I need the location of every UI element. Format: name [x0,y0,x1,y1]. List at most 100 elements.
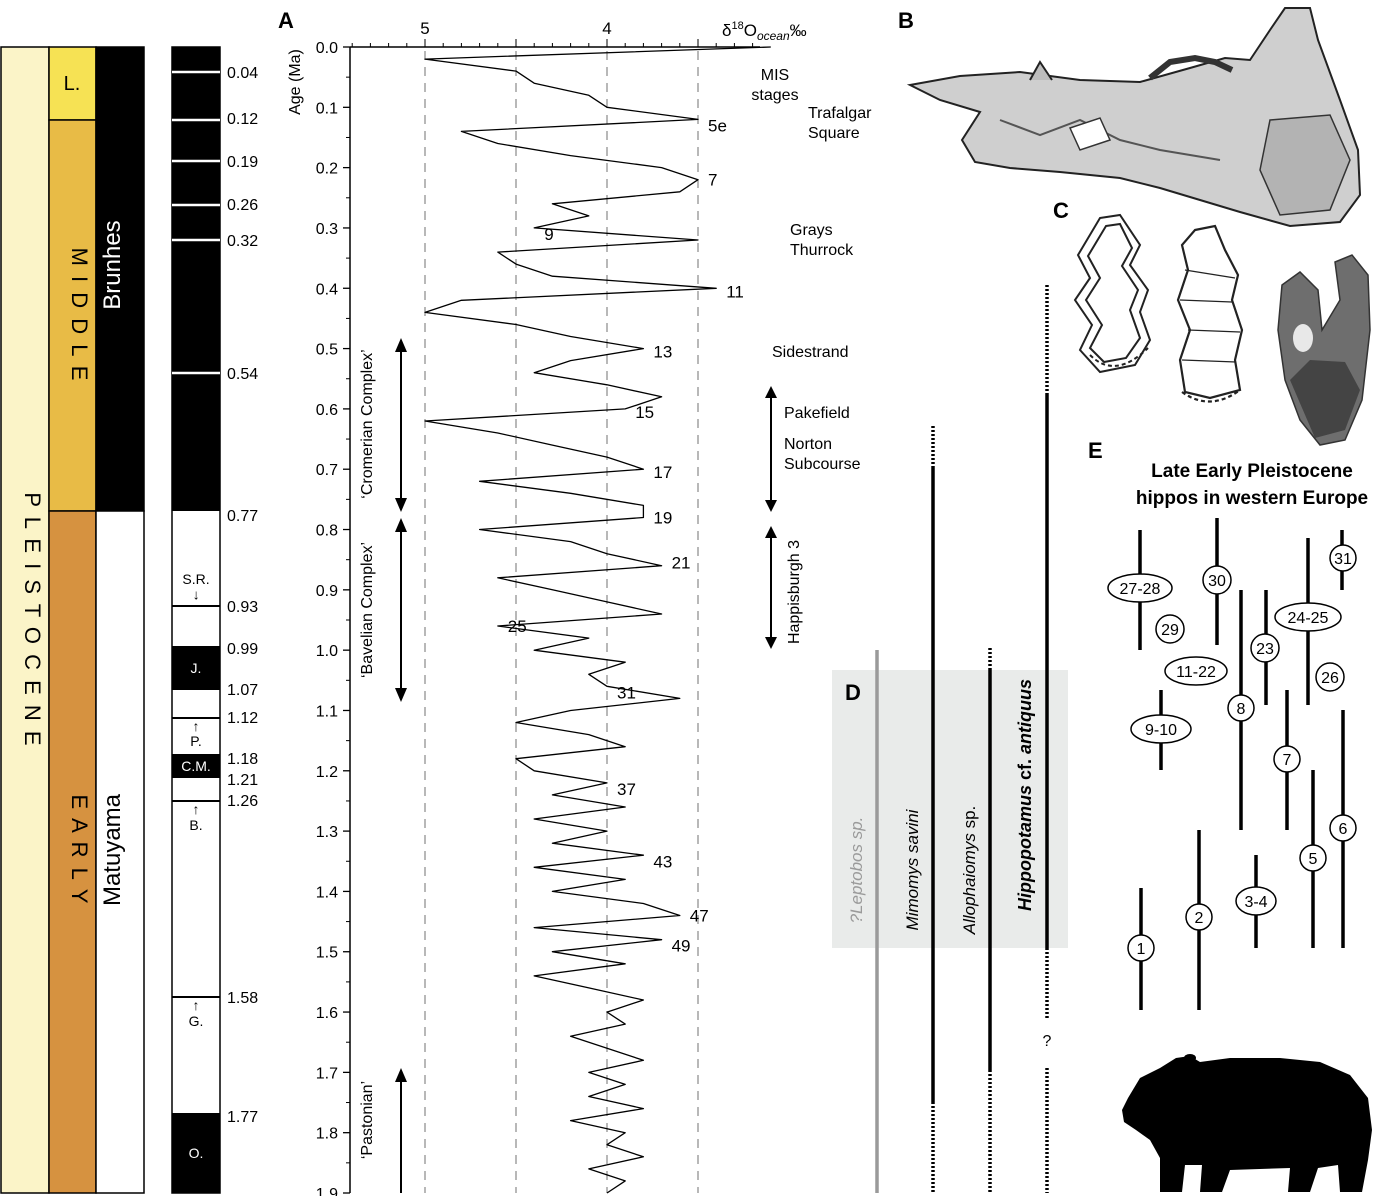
mis-label: 9 [544,225,553,244]
polarity-ages: 0.04 0.12 0.19 0.26 0.32 0.54 0.77 0.93 … [227,65,258,1126]
molar-line-drawing [1176,224,1244,403]
brunhes-label: Brunhes [99,220,126,309]
site-marker [1329,814,1357,842]
bavelian-label: ‘Bavelian Complex’ [359,542,376,678]
y-tick-label: 1.7 [316,1065,338,1082]
age-label: 0.93 [227,599,258,616]
panel-e: E Late Early Pleistocene hippos in weste… [1088,438,1372,1192]
hippo-label: Hippopotamus cf. antiquus [1015,679,1035,911]
mis-label: 37 [617,780,636,799]
age-label: 0.04 [227,65,258,82]
site-marker [1235,886,1277,916]
site-marker [1315,662,1345,692]
site-marker [1299,844,1327,872]
mis-label: 25 [508,617,527,636]
site-number: 31 [1334,551,1352,568]
x-title-unit: ‰ [790,21,807,40]
x-title-delta: δ [722,21,731,40]
site-number: 9-10 [1145,722,1177,739]
panel-c: C [1053,198,1371,446]
y-tick-label: 0.9 [316,583,338,600]
polarity-normal-olduvai [172,1113,220,1193]
x-title-sub: ocean [757,29,790,43]
y-tick-label: 1.5 [316,945,338,962]
event-arrow: ↑ [193,801,200,817]
mimomys-species: savini [903,808,922,853]
site-number: 23 [1256,641,1274,658]
site-marker [1250,633,1280,663]
event-arrow: ↑ [193,997,200,1013]
mis-label: 11 [726,282,744,301]
allophaiomys-label: Allophaiomys sp. [960,806,979,936]
isotope-series-line [424,46,771,1194]
site-number: 26 [1321,670,1339,687]
polarity-normal-brunhes [172,47,220,511]
event-o: O. [189,1145,204,1161]
site-labels: Trafalgar Square Grays Thurrock Sidestra… [772,105,872,644]
site-sidestrand: Sidestrand [772,344,849,361]
late-label: L. [64,73,81,95]
panel-label-c: C [1053,198,1069,223]
event-arrow: ↑ [193,718,200,734]
panel-d: D ?Leptobos sp. Mimomys savini Allophaio… [832,285,1068,1193]
age-label: 1.26 [227,793,258,810]
panel-b: B [898,7,1362,228]
y-tick-label: 0.4 [316,281,338,298]
allophaiomys-genus: Allophaiomys [960,833,979,936]
site-grays: Thurrock [790,242,854,259]
y-tick-label: 1.3 [316,824,338,841]
site-happisburgh: Happisburgh 3 [786,540,803,644]
panel-a: A Age (Ma) δ18Oocean‰ 5 4 0.0 0.1 0.2 0.3 0.4 0… [278,8,872,1196]
mis-label: 19 [653,508,672,527]
y-tick-label: 1.0 [316,643,338,660]
site-number: 30 [1208,573,1226,590]
mis-header-line1: MIS [761,67,789,84]
age-label: 1.07 [227,682,258,699]
cromerian-label: ‘Cromerian Complex’ [359,349,376,498]
y-tick-label: 0.7 [316,462,338,479]
site-number: 27-28 [1120,581,1161,598]
hippo-silhouette [1122,1056,1372,1192]
matuyama-label: Matuyama [99,793,126,906]
hippo-question: ? [1043,1033,1052,1050]
y-tick-label: 0.8 [316,523,338,540]
panel-label-d: D [845,680,861,705]
site-number: 8 [1237,701,1246,718]
site-number: 3-4 [1244,894,1267,911]
site-marker [1227,694,1255,722]
x-axis-title: δ18Oocean‰ [722,20,807,43]
y-tick-label: 1.6 [316,1005,338,1022]
mis-header-line2: stages [751,87,798,104]
site-trafalgar: Square [808,125,860,142]
site-marker [1329,544,1357,572]
site-number: 29 [1161,622,1179,639]
event-arrow: ↑ [193,589,200,605]
age-label: 0.12 [227,111,258,128]
panel-label-a: A [278,8,294,33]
site-markers: 27-28 30 31 29 24-25 23 11-22 26 8 9-10 … [1107,544,1357,962]
site-marker [1130,714,1192,744]
mimomys-label: Mimomys savini [903,808,922,930]
mis-labels: 5e 7 9 11 13 15 17 19 21 25 31 37 43 47 49 [508,116,744,955]
site-number: 1 [1137,941,1146,958]
hippo-cf: cf. [1015,759,1035,780]
mimomys-genus: Mimomys [903,857,922,930]
early-label: E A R L Y [67,795,92,906]
y-tick-label: 1.8 [316,1126,338,1143]
mis-label: 43 [653,852,672,871]
event-j: J. [191,660,202,676]
hippo-ear [1184,1054,1196,1062]
age-label: 0.26 [227,197,258,214]
age-label: 0.54 [227,366,258,383]
site-norton: Norton [784,436,832,453]
pleistocene-label: P L E I S T O C E N E [20,492,45,747]
panel-e-title-line2: hippos in western Europe [1136,488,1368,509]
event-g: G. [189,1013,204,1029]
age-label: 1.58 [227,990,258,1007]
site-number: 6 [1339,821,1348,838]
y-tick-label: 0.2 [316,161,338,178]
age-label: 0.32 [227,233,258,250]
site-marker [1127,934,1155,962]
x-tick-label: 5 [420,19,429,38]
y-tick-label: 0.1 [316,100,338,117]
